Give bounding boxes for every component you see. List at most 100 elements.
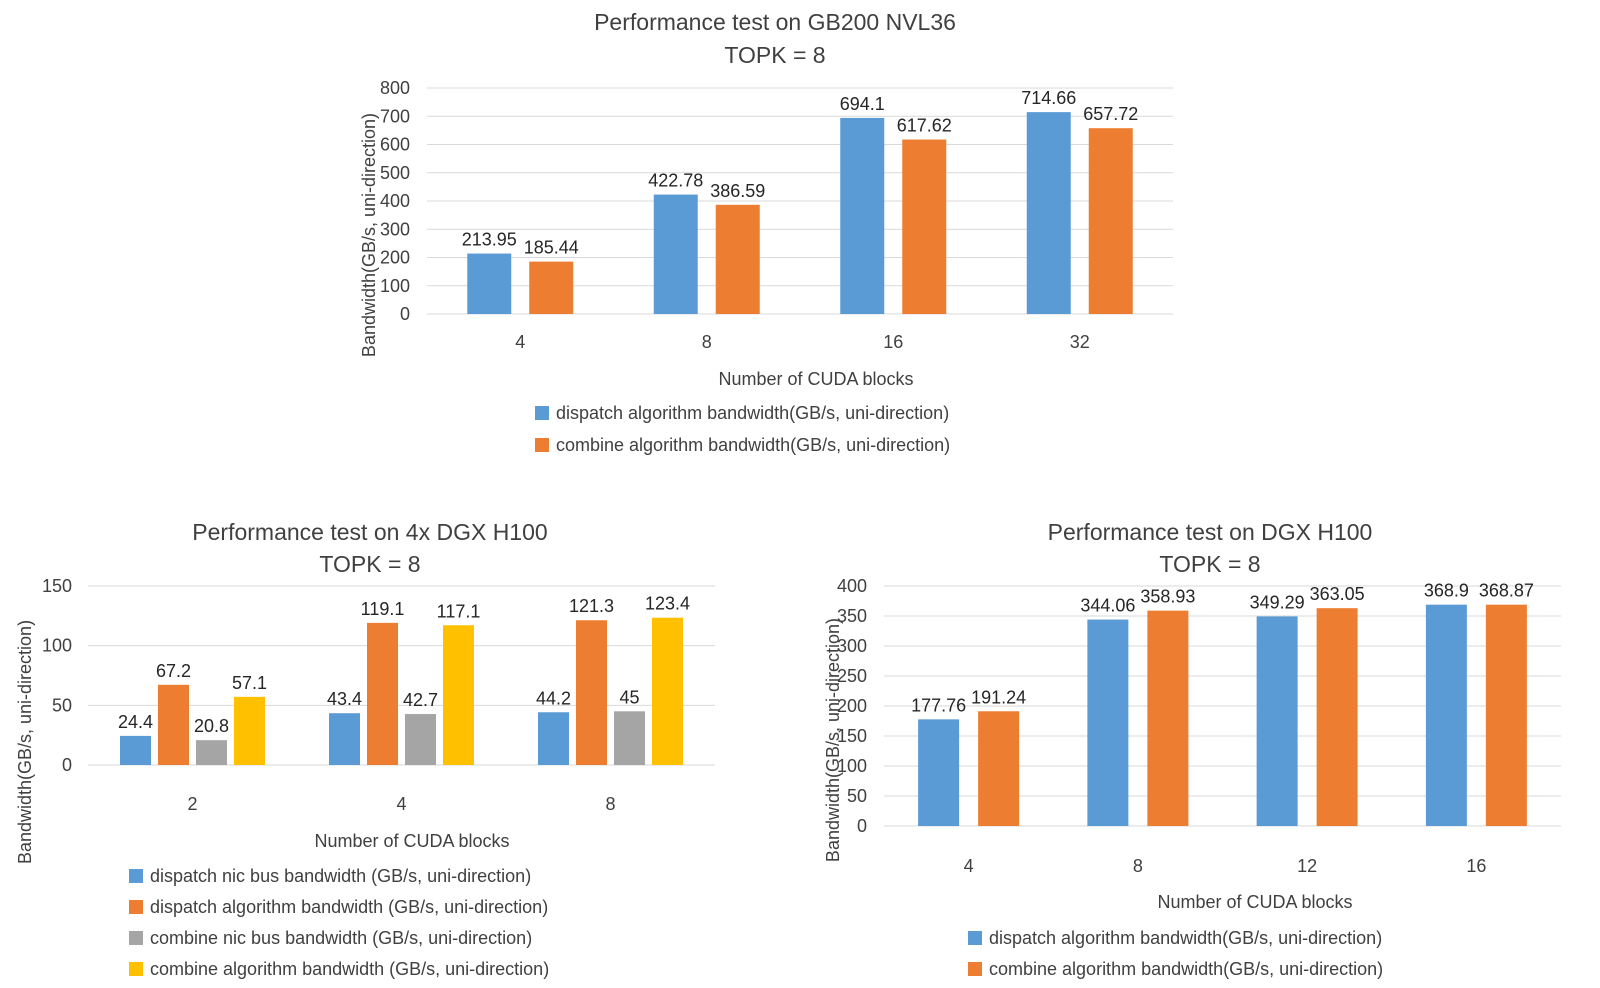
x-tick-label: 2	[187, 794, 197, 814]
legend-swatch-combine-algorithm	[129, 962, 143, 976]
bar	[529, 261, 574, 314]
y-tick-label: 500	[380, 163, 410, 183]
bar	[120, 735, 151, 765]
x-tick-label: 4	[396, 794, 406, 814]
data-label: 714.66	[1021, 88, 1076, 108]
data-label: 42.7	[403, 690, 438, 710]
data-label: 24.4	[118, 712, 153, 732]
y-tick-label: 0	[62, 755, 72, 775]
bar	[1485, 604, 1527, 826]
x-tick-label: 8	[702, 332, 712, 352]
bar	[715, 204, 760, 314]
data-label: 121.3	[569, 596, 614, 616]
legend-swatch-dispatch-algorithm	[129, 900, 143, 914]
y-tick-label: 200	[380, 248, 410, 268]
data-label: 422.78	[648, 171, 703, 191]
data-labels: 24.4 67.2 20.8 57.1 43.4 119.1 42.7 117.1 44.2 12…	[118, 594, 690, 736]
bars	[467, 112, 1133, 314]
y-tick-label: 50	[847, 786, 867, 806]
x-tick-label: 12	[1297, 856, 1317, 876]
y-tick-label: 300	[837, 636, 867, 656]
data-label: 119.1	[361, 599, 405, 619]
bar	[538, 712, 569, 765]
data-label: 185.44	[524, 238, 579, 258]
bar	[329, 713, 360, 765]
x-tick-label: 8	[1133, 856, 1143, 876]
data-label: 44.2	[536, 688, 571, 708]
chart-subtitle: TOPK = 8	[1159, 551, 1260, 577]
bar	[196, 740, 227, 765]
chart-gb200-nvl36: Performance test on GB200 NVL36 TOPK = 8…	[359, 9, 1173, 455]
chart-dgx-h100: Performance test on DGX H100 TOPK = 8 Ba…	[823, 519, 1561, 979]
chart-title: Performance test on 4x DGX H100	[192, 519, 547, 545]
bar	[653, 194, 698, 314]
chart-subtitle: TOPK = 8	[724, 42, 825, 68]
chart-4x-dgx-h100: Performance test on 4x DGX H100 TOPK = 8…	[15, 519, 715, 979]
legend-swatch-combine	[535, 438, 549, 452]
data-label: 213.95	[462, 230, 517, 250]
bar	[978, 711, 1020, 826]
chart-subtitle: TOPK = 8	[319, 551, 420, 577]
y-tick-label: 0	[857, 816, 867, 836]
bar	[1026, 112, 1071, 314]
y-tick-label: 300	[380, 219, 410, 239]
data-label: 123.4	[645, 594, 690, 614]
gridlines	[88, 585, 715, 766]
y-tick-label: 400	[380, 191, 410, 211]
x-tick-label: 8	[605, 794, 615, 814]
y-tick-label: 100	[837, 756, 867, 776]
data-label: 349.29	[1250, 592, 1305, 612]
x-tick-label: 16	[1466, 856, 1486, 876]
data-label: 45	[619, 687, 639, 707]
x-tick-label: 4	[515, 332, 525, 352]
bar	[405, 714, 436, 765]
y-tick-label: 400	[837, 576, 867, 596]
x-tick-label: 16	[883, 332, 903, 352]
bar	[918, 719, 960, 826]
bar	[1147, 610, 1189, 826]
legend-swatch-dispatch-nic	[129, 869, 143, 883]
bar	[1425, 604, 1467, 826]
bar	[1256, 616, 1298, 826]
legend-label: combine algorithm bandwidth(GB/s, uni-di…	[556, 435, 950, 455]
legend-label: combine nic bus bandwidth (GB/s, uni-dir…	[150, 928, 532, 948]
legend-label: dispatch nic bus bandwidth (GB/s, uni-di…	[150, 866, 531, 886]
chart-title: Performance test on GB200 NVL36	[594, 9, 956, 35]
x-axis-label: Number of CUDA blocks	[718, 369, 913, 389]
y-tick-label: 50	[52, 695, 72, 715]
bar	[576, 620, 607, 765]
bar	[1316, 608, 1358, 826]
x-tick-labels: 4 8 16 32	[515, 332, 1090, 352]
y-tick-label: 0	[400, 304, 410, 324]
legend: dispatch algorithm bandwidth(GB/s, uni-d…	[968, 928, 1383, 979]
y-axis-label: Bandwidth(GB/s, uni-direction)	[15, 620, 35, 864]
data-label: 177.76	[911, 695, 966, 715]
data-label: 117.1	[437, 601, 481, 621]
data-label: 191.24	[971, 687, 1026, 707]
y-axis-label: Bandwidth(GB/s, uni-direction)	[359, 113, 379, 357]
bar	[467, 253, 512, 314]
data-label: 43.4	[327, 689, 362, 709]
x-axis-label: Number of CUDA blocks	[1157, 892, 1352, 912]
bars	[918, 604, 1527, 826]
x-axis-label: Number of CUDA blocks	[314, 831, 509, 851]
data-label: 20.8	[194, 716, 229, 736]
x-tick-label: 4	[964, 856, 974, 876]
legend-swatch-dispatch	[535, 406, 549, 420]
y-tick-label: 100	[380, 276, 410, 296]
x-tick-labels: 2 4 8	[187, 794, 615, 814]
y-tick-label: 200	[837, 696, 867, 716]
data-label: 617.62	[897, 116, 952, 136]
y-tick-label: 100	[42, 636, 72, 656]
data-labels: 177.76 191.24 344.06 358.93 349.29 363.05 368.…	[911, 581, 1534, 716]
data-label: 657.72	[1083, 104, 1138, 124]
bar	[840, 117, 885, 314]
data-label: 368.9	[1424, 581, 1469, 601]
legend-swatch-dispatch	[968, 931, 982, 945]
legend-label: dispatch algorithm bandwidth(GB/s, uni-d…	[989, 928, 1382, 948]
y-tick-label: 250	[837, 666, 867, 686]
legend: dispatch algorithm bandwidth(GB/s, uni-d…	[535, 403, 950, 455]
y-tick-label: 600	[380, 135, 410, 155]
data-label: 694.1	[840, 94, 885, 114]
